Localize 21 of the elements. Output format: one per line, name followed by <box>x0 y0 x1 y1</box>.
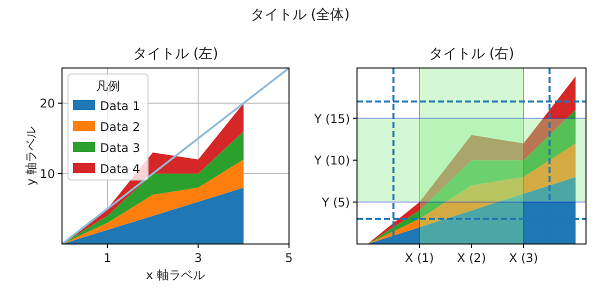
x-tick-label: X (1) <box>404 251 434 265</box>
x-tick-label: X (2) <box>456 251 486 265</box>
y-tick-label: 10 <box>40 167 55 182</box>
x-tick-label: 5 <box>285 251 293 265</box>
x-axis-title: x 軸ラベル <box>146 268 205 282</box>
legend-label: Data 3 <box>100 141 140 155</box>
y-tick-label: Y (10) <box>313 154 350 168</box>
y-tick-label: Y (15) <box>313 112 350 126</box>
x-tick-label: X (3) <box>509 251 538 265</box>
legend-label: Data 4 <box>100 162 140 176</box>
legend-label: Data 2 <box>100 120 140 134</box>
legend-title: 凡例 <box>96 79 120 93</box>
y-axis-title: y 軸ラベル <box>24 126 38 186</box>
y-tick-label: Y (5) <box>320 196 350 210</box>
x-tick-label: 3 <box>194 251 202 265</box>
chart-title: タイトル (左) <box>132 46 218 62</box>
y-tick-label: 20 <box>40 96 55 111</box>
x-tick-label: 1 <box>104 251 112 265</box>
text: タイトル (全体) <box>250 7 350 23</box>
chart-title: タイトル (右) <box>428 46 514 62</box>
legend-label: Data 1 <box>100 99 140 113</box>
